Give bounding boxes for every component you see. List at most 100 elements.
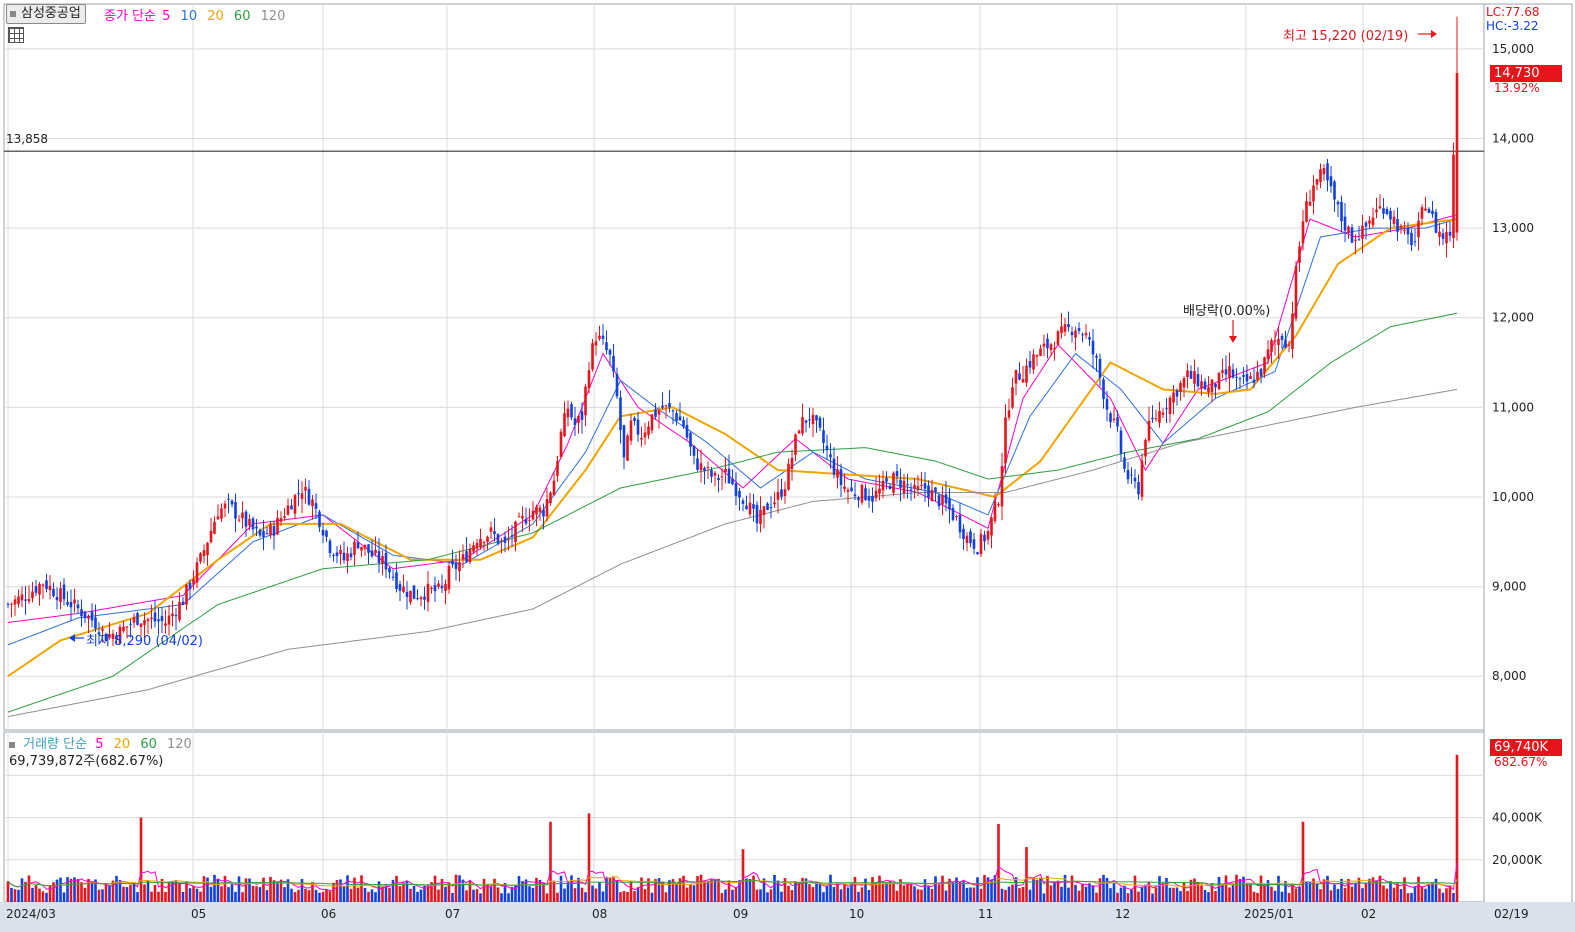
candle-body bbox=[164, 623, 167, 626]
volume-bar bbox=[440, 878, 444, 902]
candle-body bbox=[1018, 373, 1021, 380]
candle-body bbox=[969, 531, 972, 544]
volume-bar bbox=[1018, 888, 1021, 902]
volume-bar bbox=[1252, 891, 1256, 902]
volume-bar bbox=[251, 885, 255, 902]
volume-bar bbox=[1049, 885, 1053, 902]
volume-bar bbox=[146, 880, 150, 902]
candle-body bbox=[542, 509, 545, 517]
candle-body bbox=[125, 626, 129, 628]
volume-bar bbox=[661, 882, 664, 902]
volume-bar bbox=[1140, 887, 1144, 902]
volume-bar bbox=[398, 886, 402, 902]
candle-body bbox=[531, 510, 535, 520]
volume-bar bbox=[1070, 875, 1074, 902]
candle-body bbox=[342, 552, 346, 561]
volume-bar bbox=[906, 882, 909, 902]
volume-bar bbox=[724, 889, 727, 902]
volume-bar bbox=[20, 878, 24, 902]
x-tick-label: 05 bbox=[191, 907, 206, 921]
volume-bar bbox=[213, 874, 216, 902]
high-annotation: 최고 15,220 (02/19) bbox=[1283, 29, 1409, 44]
candle-body bbox=[304, 486, 307, 491]
candle-body bbox=[384, 552, 388, 570]
volume-bar bbox=[734, 886, 738, 902]
candle-body bbox=[339, 550, 342, 555]
candle-body bbox=[118, 626, 122, 644]
volume-bar bbox=[591, 885, 594, 902]
candle-body bbox=[447, 565, 451, 590]
volume-bar bbox=[503, 883, 507, 902]
volume-bar bbox=[496, 887, 500, 902]
candle-body bbox=[489, 527, 493, 532]
candle-body bbox=[293, 495, 297, 514]
volume-bar bbox=[972, 887, 976, 902]
table-icon[interactable] bbox=[8, 27, 24, 43]
volume-bar bbox=[1011, 884, 1014, 902]
candle-body bbox=[755, 504, 759, 524]
candle-body bbox=[920, 484, 923, 486]
volume-bar bbox=[713, 879, 717, 902]
candle-body bbox=[111, 633, 115, 639]
candle-body bbox=[941, 495, 944, 505]
candle-body bbox=[423, 596, 426, 600]
volume-bar bbox=[1242, 876, 1245, 902]
candle-body bbox=[706, 467, 710, 469]
candle-body bbox=[493, 531, 496, 535]
volume-bar bbox=[787, 885, 790, 902]
volume-bar bbox=[409, 888, 412, 902]
candle-body bbox=[1399, 225, 1403, 228]
volume-bar bbox=[818, 883, 822, 902]
volume-bar bbox=[1228, 887, 1231, 902]
candle-body bbox=[1249, 376, 1252, 379]
price-tick-label: 9,000 bbox=[1492, 580, 1526, 594]
volume-bar bbox=[1028, 889, 1032, 902]
volume-bar bbox=[850, 882, 853, 902]
candle-body bbox=[1431, 210, 1434, 215]
candle-body bbox=[741, 500, 745, 504]
volume-bar bbox=[1091, 885, 1095, 902]
volume-bar bbox=[304, 888, 307, 902]
volume-bar bbox=[741, 849, 745, 902]
volume-bar bbox=[825, 885, 829, 902]
candle-body bbox=[1364, 222, 1368, 227]
volume-bar bbox=[489, 886, 493, 902]
price-panel bbox=[3, 3, 1485, 731]
candle-body bbox=[584, 386, 587, 416]
candle-body bbox=[444, 583, 447, 591]
volume-bar bbox=[1298, 887, 1301, 902]
candle-body bbox=[272, 525, 276, 536]
vma120-label: 120 bbox=[167, 737, 192, 752]
candle-body bbox=[1252, 379, 1256, 383]
candle-body bbox=[1042, 343, 1046, 347]
candle-body bbox=[367, 544, 370, 553]
volume-bar bbox=[675, 884, 678, 902]
candle-body bbox=[356, 542, 360, 549]
volume-bar bbox=[276, 883, 279, 902]
volume-bar bbox=[388, 887, 391, 902]
candle-body bbox=[1021, 379, 1025, 383]
candle-body bbox=[615, 373, 619, 397]
candle-body bbox=[1074, 330, 1077, 338]
volume-bar bbox=[17, 889, 20, 902]
volume-bar bbox=[48, 885, 52, 902]
volume-bar bbox=[934, 876, 937, 902]
candle-body bbox=[626, 435, 629, 461]
candle-body bbox=[1322, 168, 1326, 175]
volume-bar bbox=[643, 889, 647, 902]
volume-bar bbox=[66, 877, 69, 902]
candle-body bbox=[570, 404, 573, 418]
stock-name-button[interactable]: 삼성중공업 bbox=[6, 4, 86, 24]
volume-bar bbox=[566, 880, 570, 902]
candle-body bbox=[1326, 163, 1329, 181]
candle-body bbox=[538, 507, 542, 512]
volume-bar bbox=[248, 878, 251, 902]
candle-body bbox=[1263, 357, 1266, 374]
candle-body bbox=[1014, 369, 1018, 384]
price-tick-label: 10,000 bbox=[1492, 490, 1534, 504]
candle-body bbox=[17, 596, 20, 605]
volume-bar bbox=[318, 892, 321, 902]
volume-bar bbox=[1266, 880, 1270, 902]
candle-body bbox=[73, 599, 76, 604]
candle-body bbox=[937, 495, 941, 507]
